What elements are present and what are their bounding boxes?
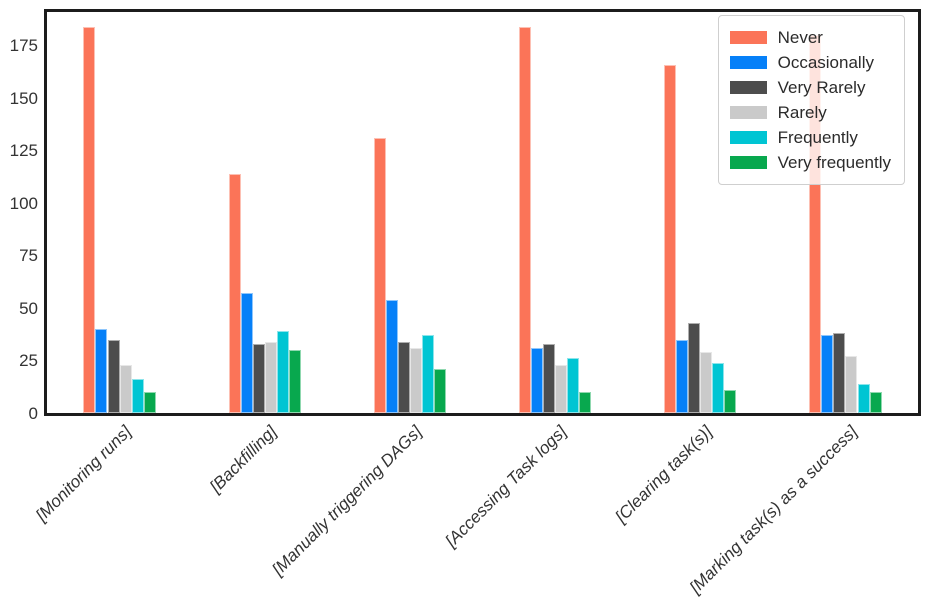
y-tick-label-175: 175 xyxy=(9,36,38,56)
x-tick-label-2: [Backfilling] xyxy=(205,422,281,497)
legend-item-never: Never xyxy=(729,25,891,50)
y-tick-label-50: 50 xyxy=(19,298,38,318)
bar-occasionally-group-2 xyxy=(240,293,253,413)
legend-item-frequently: Frequently xyxy=(729,125,891,150)
legend-label: Frequently xyxy=(777,127,858,147)
bar-frequently-group-1 xyxy=(131,379,144,413)
bar-rarely-group-4 xyxy=(555,364,568,413)
bar-very-frequently-group-1 xyxy=(143,392,156,413)
y-tick-label-0: 0 xyxy=(28,403,38,423)
bar-rarely-group-1 xyxy=(119,364,132,413)
bar-very-rarely-group-2 xyxy=(252,343,265,413)
bar-frequently-group-2 xyxy=(276,331,289,413)
bar-frequently-group-3 xyxy=(422,335,435,413)
legend-swatch-icon xyxy=(729,131,767,144)
legend-swatch-icon xyxy=(729,156,767,169)
bar-rarely-group-5 xyxy=(700,352,713,413)
bar-never-group-5 xyxy=(664,64,677,413)
bar-very-frequently-group-2 xyxy=(288,350,301,413)
legend-swatch-icon xyxy=(729,56,767,69)
bar-rarely-group-3 xyxy=(409,347,422,413)
bar-never-group-1 xyxy=(83,26,96,413)
legend-swatch-icon xyxy=(729,31,767,44)
bars-layer xyxy=(47,12,918,413)
bar-very-frequently-group-5 xyxy=(724,389,737,413)
bar-never-group-3 xyxy=(373,138,386,413)
bar-frequently-group-5 xyxy=(712,362,725,413)
bar-rarely-group-6 xyxy=(845,356,858,413)
legend-label: Very Rarely xyxy=(777,77,866,97)
legend: Never Occasionally Very Rarely Rarely Freque… xyxy=(717,15,905,185)
bar-very-frequently-group-6 xyxy=(869,392,882,413)
y-tick-label-75: 75 xyxy=(19,246,38,265)
bar-very-frequently-group-4 xyxy=(579,392,592,413)
bar-occasionally-group-1 xyxy=(95,329,108,413)
legend-swatch-icon xyxy=(729,81,767,94)
bar-very-rarely-group-3 xyxy=(397,341,410,413)
y-tick-label-25: 25 xyxy=(19,351,38,370)
bar-occasionally-group-3 xyxy=(385,299,398,413)
legend-label: Never xyxy=(777,27,823,47)
x-tick-label-4: [Accessing Task logs] xyxy=(441,422,571,551)
bar-occasionally-group-6 xyxy=(821,335,834,413)
x-tick-label-1: [Monitoring runs] xyxy=(32,422,136,525)
bar-rarely-group-2 xyxy=(264,341,277,413)
bar-very-frequently-group-3 xyxy=(434,368,447,413)
legend-item-occasionally: Occasionally xyxy=(729,50,891,75)
bar-very-rarely-group-1 xyxy=(107,339,120,413)
bar-very-rarely-group-5 xyxy=(688,322,701,413)
y-tick-label-150: 150 xyxy=(9,88,38,108)
legend-swatch-icon xyxy=(729,106,767,119)
bar-occasionally-group-4 xyxy=(530,347,543,413)
x-tick-label-3: [Manually triggering DAGs] xyxy=(268,422,426,580)
legend-item-very-frequently: Very frequently xyxy=(729,150,891,175)
y-tick-label-100: 100 xyxy=(9,193,38,213)
bar-very-rarely-group-6 xyxy=(833,333,846,413)
legend-label: Rarely xyxy=(777,102,827,122)
x-tick-label-6: [Marking task(s) as a success] xyxy=(685,422,861,598)
bar-never-group-4 xyxy=(518,26,531,413)
y-tick-label-125: 125 xyxy=(9,141,38,161)
bar-very-rarely-group-4 xyxy=(543,343,556,413)
legend-item-very-rarely: Very Rarely xyxy=(729,75,891,100)
legend-label: Very frequently xyxy=(777,152,891,172)
legend-label: Occasionally xyxy=(777,52,874,72)
legend-item-rarely: Rarely xyxy=(729,100,891,125)
bar-occasionally-group-5 xyxy=(676,339,689,413)
bar-never-group-2 xyxy=(228,173,241,413)
x-tick-label-5: [Clearing task(s)] xyxy=(611,422,716,527)
bar-frequently-group-4 xyxy=(567,358,580,413)
bar-frequently-group-6 xyxy=(857,383,870,413)
